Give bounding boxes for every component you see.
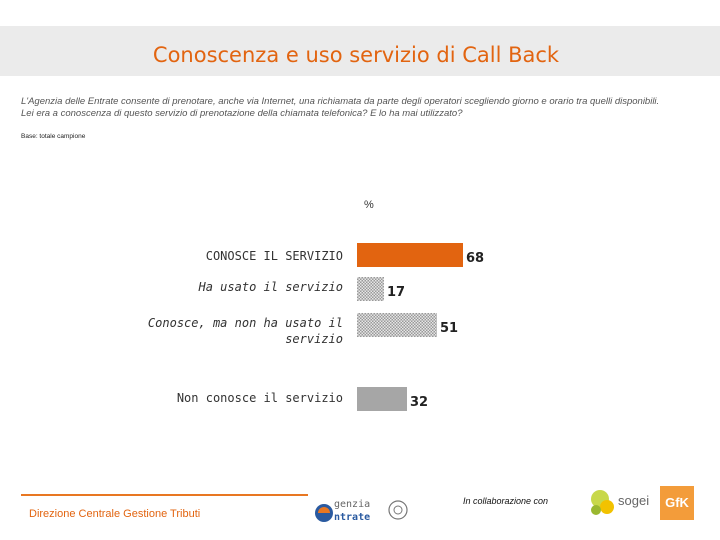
collaboration-label: In collaborazione con (463, 496, 549, 506)
bar-value-label: 17 (387, 285, 406, 300)
sogei-logo-text: sogei (618, 493, 649, 508)
bar-value-label: 32 (410, 395, 429, 410)
agency-logo-text-2: ntrate (334, 512, 370, 523)
category-label: Conosce, ma non ha usato il servizio (147, 316, 343, 346)
category-label: Non conosce il servizio (176, 391, 343, 405)
header-band (0, 26, 720, 76)
bar (357, 277, 384, 301)
footer-department: Direzione Centrale Gestione Tributi (29, 508, 201, 520)
page-title: Conoscenza e uso servizio di Call Back (152, 43, 560, 67)
category-label: Ha usato il servizio (198, 280, 344, 294)
agency-logo-text-1: genzia (334, 499, 370, 510)
bar-value-label: 51 (440, 321, 459, 336)
gfk-logo: GfK (660, 486, 694, 520)
bar-value-label: 68 (466, 251, 485, 266)
survey-question: L'Agenzia delle Entrate consente di pren… (21, 96, 660, 119)
bar (357, 243, 463, 267)
unit-label: % (364, 199, 374, 211)
bar (357, 387, 407, 411)
base-note: Base: totale campione (21, 133, 86, 140)
agenzia-entrate-logo: genzia ntrate (315, 499, 408, 523)
sogei-logo: sogei (591, 490, 649, 515)
bar (357, 313, 437, 337)
category-label: CONOSCE IL SERVIZIO (205, 249, 343, 263)
footer-divider (21, 494, 308, 496)
